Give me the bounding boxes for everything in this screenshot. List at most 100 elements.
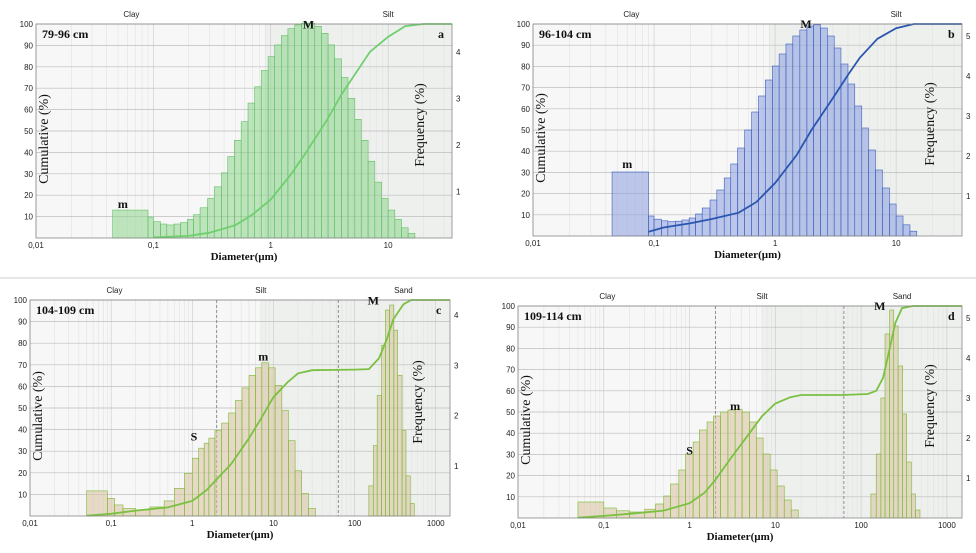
frequency-bar xyxy=(114,504,124,517)
frequency-bar xyxy=(915,509,921,519)
frequency-bar xyxy=(401,227,409,239)
left-tick-label: 60 xyxy=(18,382,27,391)
zone-label: Sand xyxy=(893,292,912,301)
frequency-bar xyxy=(813,24,821,237)
right-tick-label: 3 xyxy=(966,112,971,121)
left-tick-label: 80 xyxy=(24,63,33,72)
left-tick-label: 80 xyxy=(506,344,515,353)
panel-letter: a xyxy=(438,27,444,41)
frequency-bar xyxy=(730,163,738,237)
frequency-bar xyxy=(314,26,322,239)
x-tick-label: 1000 xyxy=(938,521,956,530)
left-tick-label: 60 xyxy=(506,387,515,396)
cumulative-line xyxy=(648,23,962,233)
frequency-bar xyxy=(889,203,897,237)
right-tick-label: 1 xyxy=(966,474,971,483)
frequency-bar xyxy=(778,53,787,237)
x-tick-label: 10 xyxy=(269,519,278,528)
frequency-bar xyxy=(772,65,780,237)
frequency-bar xyxy=(790,509,799,519)
frequency-bar xyxy=(644,508,656,519)
cumulative-line xyxy=(577,305,962,519)
frequency-bar xyxy=(294,24,302,239)
right-tick-label: 4 xyxy=(456,48,461,57)
right-tick-label: 1 xyxy=(456,187,461,196)
plot-border xyxy=(517,305,963,519)
plot-border xyxy=(532,23,963,237)
frequency-bar xyxy=(895,215,904,237)
frequency-bar xyxy=(756,437,764,519)
frequency-bar xyxy=(254,86,262,239)
panel-d: 10 20 30 40 50 60 70 80 90 100 1 2 3 4 5 0,01 0,1 1 10 100 1… xyxy=(502,292,971,543)
frequency-bar xyxy=(274,385,283,517)
frequency-bar xyxy=(692,441,700,519)
peak-annotation: M xyxy=(874,299,885,313)
frequency-bar xyxy=(909,230,918,237)
frequency-bar xyxy=(405,475,411,517)
frequency-bar xyxy=(799,29,808,237)
frequency-bar xyxy=(393,329,398,517)
frequency-bar xyxy=(678,469,686,519)
zone-label: Clay xyxy=(599,292,615,301)
frequency-bar xyxy=(367,160,376,239)
left-tick-label: 70 xyxy=(506,366,515,375)
frequency-bar xyxy=(701,207,711,237)
frequency-bar xyxy=(820,27,828,237)
zone-label: Silt xyxy=(891,10,903,19)
frequency-bar xyxy=(173,488,185,517)
x-axis-label: Diameter(µm) xyxy=(714,249,781,261)
frequency-bar xyxy=(301,493,309,517)
frequency-bar xyxy=(374,181,382,239)
frequency-bar xyxy=(685,453,694,519)
frequency-bar xyxy=(611,171,649,237)
x-tick-label: 0,01 xyxy=(22,519,38,528)
zone-label: Sand xyxy=(394,286,413,295)
zone-label: Clay xyxy=(123,10,139,19)
peak-annotation: m xyxy=(622,157,632,171)
left-axis-label: Cumulative (%) xyxy=(519,375,534,465)
depth-label: 79-96 cm xyxy=(42,27,88,41)
cumulative-line xyxy=(86,299,450,517)
frequency-bar xyxy=(776,485,785,519)
x-tick-label: 10 xyxy=(771,521,780,530)
peak-annotation: m xyxy=(730,399,740,413)
left-tick-label: 50 xyxy=(24,127,33,136)
panel-letter: d xyxy=(948,309,955,323)
right-axis-label: Frequency (%) xyxy=(923,364,938,448)
x-tick-label: 10 xyxy=(892,239,901,248)
right-tick-label: 1 xyxy=(966,192,971,201)
left-tick-label: 30 xyxy=(521,168,530,177)
right-tick-label: 2 xyxy=(454,412,459,421)
frequency-bar xyxy=(198,447,205,517)
frequency-bar xyxy=(274,44,282,239)
frequency-bar xyxy=(785,43,794,237)
frequency-bar xyxy=(675,220,683,237)
left-tick-label: 100 xyxy=(502,302,516,311)
frequency-bar xyxy=(906,461,912,519)
frequency-bar xyxy=(695,213,703,237)
panel-letter: c xyxy=(436,303,442,317)
frequency-bar xyxy=(214,430,222,517)
frequency-bar xyxy=(354,119,362,239)
zone-label: Clay xyxy=(623,10,639,19)
left-tick-label: 20 xyxy=(24,191,33,200)
x-tick-label: 0,1 xyxy=(148,241,160,250)
right-tick-label: 4 xyxy=(454,311,459,320)
left-tick-label: 40 xyxy=(24,148,33,157)
left-tick-label: 90 xyxy=(506,323,515,332)
frequency-bar xyxy=(762,453,771,519)
frequency-bar xyxy=(792,35,801,237)
left-tick-label: 90 xyxy=(521,41,530,50)
frequency-bar xyxy=(389,304,395,517)
frequency-bar xyxy=(191,457,200,517)
frequency-bar xyxy=(902,413,908,519)
left-axis-label: Cumulative (%) xyxy=(534,93,549,183)
frequency-bar xyxy=(409,503,415,517)
frequency-bar xyxy=(288,440,296,517)
left-axis-label: Cumulative (%) xyxy=(37,94,52,184)
frequency-bar xyxy=(734,408,743,519)
left-tick-label: 80 xyxy=(521,62,530,71)
right-tick-label: 4 xyxy=(966,72,971,81)
frequency-bar xyxy=(241,387,250,517)
frequency-bar xyxy=(741,411,750,519)
